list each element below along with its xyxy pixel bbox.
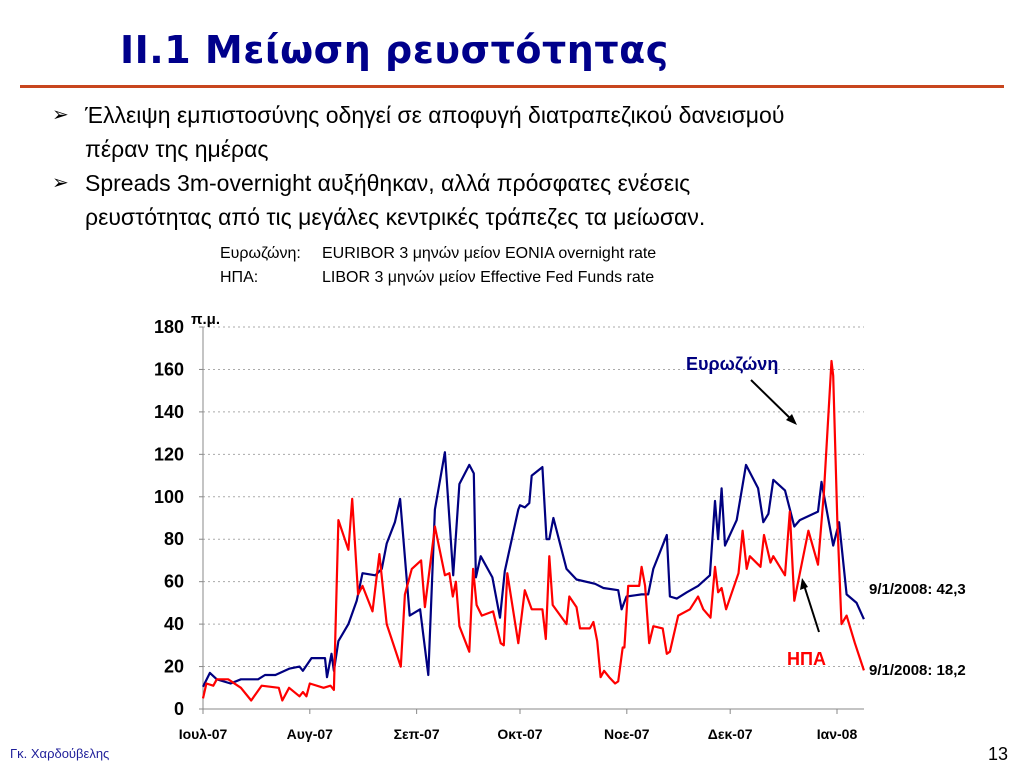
y-tick-label: 40 bbox=[164, 614, 184, 634]
bullet-line: Spreads 3m-overnight αυξήθηκαν, αλλά πρό… bbox=[85, 170, 691, 196]
eurozone-arrowhead-icon bbox=[786, 414, 797, 425]
note-key: ΗΠΑ: bbox=[220, 269, 259, 286]
usa-arrowhead-icon bbox=[800, 578, 808, 590]
bullet-text: Έλλειψη εμπιστοσύνης οδηγεί σε αποφυγή δ… bbox=[85, 98, 784, 166]
bullet-line: πέραν της ημέρας bbox=[85, 136, 269, 162]
bullet-text: Spreads 3m-overnight αυξήθηκαν, αλλά πρό… bbox=[85, 166, 705, 234]
x-ticks: Ιουλ-07 Αυγ-07 Σεπ-07 Οκτ-07 Νοε-07 Δεκ-07 Ιαν… bbox=[179, 709, 858, 742]
note-usa: ΗΠΑ: LIBOR 3 μηνών μείον Effective Fed Fu… bbox=[220, 269, 654, 287]
note-value: LIBOR 3 μηνών μείον Effective Fed Funds … bbox=[322, 269, 655, 286]
x-tick-label: Ιουλ-07 bbox=[179, 726, 228, 742]
legend-usa-label: ΗΠΑ bbox=[787, 649, 826, 669]
y-ticks: 0 20 40 60 80 100 120 140 160 180 bbox=[154, 317, 203, 719]
series-line-usa bbox=[201, 359, 865, 702]
y-tick-label: 20 bbox=[164, 657, 184, 677]
usa-end-value-label: 9/1/2008: 18,2 bbox=[869, 662, 966, 679]
x-tick-label: Δεκ-07 bbox=[708, 726, 753, 742]
arrow-bullet-icon: ➢ bbox=[52, 104, 69, 126]
note-value: EURIBOR 3 μηνών μείον EONIA overnight ra… bbox=[322, 245, 657, 262]
y-tick-label: 160 bbox=[154, 359, 184, 379]
x-tick-label: Σεπ-07 bbox=[394, 726, 440, 742]
grid-lines bbox=[203, 326, 864, 668]
eurozone-end-value-label: 9/1/2008: 42,3 bbox=[869, 581, 966, 598]
bullet-item: ➢ Spreads 3m-overnight αυξήθηκαν, αλλά π… bbox=[52, 166, 1012, 234]
x-tick-label: Αυγ-07 bbox=[287, 726, 333, 742]
slide-title: ΙΙ.1 Μείωση ρευστότητας bbox=[120, 28, 669, 72]
bullet-item: ➢ Έλλειψη εμπιστοσύνης οδηγεί σε αποφυγή… bbox=[52, 98, 1012, 166]
y-tick-label: 120 bbox=[154, 444, 184, 464]
page-number: 13 bbox=[988, 744, 1009, 764]
note-eurozone: Ευρωζώνη: EURIBOR 3 μηνών μείον EONIA ove… bbox=[220, 245, 656, 263]
author-footer: Γκ. Χαρδούβελης bbox=[10, 746, 110, 761]
x-tick-label: Νοε-07 bbox=[604, 726, 650, 742]
y-tick-label: 100 bbox=[154, 487, 184, 507]
title-underline bbox=[20, 85, 1004, 88]
eurozone-arrow bbox=[750, 379, 796, 424]
x-tick-label: Οκτ-07 bbox=[497, 726, 542, 742]
y-tick-label: 140 bbox=[154, 402, 184, 422]
y-tick-label: 60 bbox=[164, 572, 184, 592]
y-tick-label: 0 bbox=[174, 699, 184, 719]
series-group bbox=[201, 359, 865, 702]
x-tick-label: Ιαν-08 bbox=[817, 726, 858, 742]
bullet-list: ➢ Έλλειψη εμπιστοσύνης οδηγεί σε αποφυγή… bbox=[52, 98, 1012, 234]
y-tick-label: 180 bbox=[154, 317, 184, 337]
bullet-line: Έλλειψη εμπιστοσύνης οδηγεί σε αποφυγή δ… bbox=[85, 102, 785, 128]
legend-eurozone-label: Ευρωζώνη bbox=[686, 354, 778, 375]
usa-arrow bbox=[802, 581, 820, 633]
note-key: Ευρωζώνη: bbox=[220, 245, 301, 262]
series-line-eurozone bbox=[202, 451, 865, 688]
bullet-line: ρευστότητας από τις μεγάλες κεντρικές τρ… bbox=[85, 204, 706, 230]
y-tick-label: 80 bbox=[164, 529, 184, 549]
arrow-bullet-icon: ➢ bbox=[52, 172, 69, 194]
y-axis-unit-label: π.μ. bbox=[191, 311, 220, 328]
